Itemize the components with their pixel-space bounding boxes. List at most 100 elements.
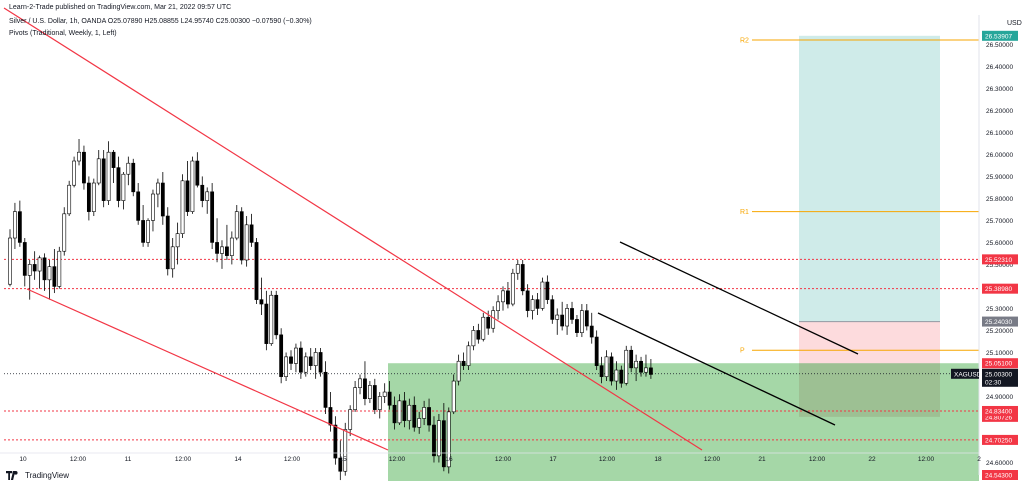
- candle-body: [215, 242, 219, 254]
- candle-body: [575, 319, 579, 333]
- x-tick-label: 17: [549, 456, 557, 463]
- candle-body: [284, 356, 288, 377]
- candle-body: [27, 264, 32, 276]
- price-label-box: [982, 316, 1018, 327]
- candle-body: [126, 162, 131, 175]
- y-tick-label: 25.50000: [986, 262, 1013, 269]
- candle-body: [264, 303, 269, 344]
- candle-body: [313, 352, 318, 366]
- candle-body: [456, 360, 461, 382]
- level-label-box: [982, 434, 1018, 445]
- x-tick-label: 12:00: [495, 456, 512, 463]
- x-tick-label: 12:00: [175, 456, 192, 463]
- candle-body: [141, 220, 146, 243]
- candle-body: [131, 162, 136, 193]
- price-label-box: [982, 411, 1018, 422]
- currency-label: USD: [1007, 20, 1022, 27]
- candle-body: [57, 250, 62, 287]
- candle-body: [353, 387, 358, 410]
- candle-body: [550, 299, 555, 320]
- candle-body: [510, 272, 515, 305]
- price-label-box: [982, 470, 1018, 480]
- candle-body: [476, 330, 481, 340]
- candle-body: [540, 281, 545, 309]
- candle-body: [165, 215, 170, 270]
- candle-body: [363, 378, 367, 399]
- candle-body: [185, 180, 190, 212]
- candle-body: [106, 151, 111, 201]
- candle-body: [432, 424, 436, 457]
- x-tick-label: 12:00: [599, 456, 616, 463]
- candle-body: [328, 407, 333, 426]
- x-tick-label: 22: [868, 456, 876, 463]
- candle-body: [289, 356, 293, 364]
- chart-zones: [388, 35, 979, 481]
- candle-body: [471, 330, 476, 347]
- candle-body: [318, 352, 323, 373]
- support-zone: [388, 363, 979, 481]
- candle-body: [589, 325, 594, 338]
- candle-body: [446, 411, 451, 468]
- candle-body: [17, 211, 22, 243]
- candle-body: [412, 404, 417, 428]
- candle-body: [486, 316, 491, 329]
- candle-body: [506, 290, 510, 305]
- candle-body: [136, 191, 141, 221]
- publisher-caption: Learn-2-Trade published on TradingView.c…: [9, 4, 232, 11]
- x-tick-label: 21: [758, 456, 766, 463]
- time-axis: 10 12:00 11 12:00 14 12:00 15 12:00 16 12:00 17 12:…: [0, 452, 981, 463]
- candle-body: [234, 211, 239, 239]
- y-tick-label: 25.30000: [986, 306, 1013, 313]
- candle-body: [367, 385, 372, 399]
- candle-body: [644, 367, 648, 373]
- candle-body: [170, 246, 175, 270]
- candle-body: [308, 356, 313, 366]
- candle-body: [205, 191, 210, 201]
- candle-body: [229, 237, 234, 256]
- candle-body: [160, 182, 165, 217]
- candle-body: [565, 308, 569, 327]
- x-tick-label: 12:00: [704, 456, 721, 463]
- candle-body: [530, 299, 535, 311]
- candle-body: [37, 257, 42, 272]
- tradingview-icon: [6, 471, 18, 480]
- price-label-text: 26.53907: [985, 33, 1012, 40]
- candle-body: [146, 220, 150, 243]
- candle-body: [175, 233, 180, 248]
- candle-body: [111, 151, 116, 168]
- candle-body: [298, 347, 303, 373]
- candle-body: [348, 409, 353, 430]
- y-tick-label: 26.10000: [986, 130, 1013, 137]
- y-tick-label: 26.00000: [986, 152, 1013, 159]
- x-tick-label: 10: [19, 456, 27, 463]
- current-price-box: [982, 368, 1018, 387]
- candle-body: [515, 264, 520, 274]
- y-tick-label: 25.60000: [986, 240, 1013, 247]
- y-tick-label: 25.20000: [986, 328, 1013, 335]
- candle-body: [220, 246, 224, 254]
- trendlines: [3, 7, 859, 451]
- y-tick-label: 24.60000: [986, 460, 1013, 467]
- price-label-box: [982, 30, 1018, 41]
- x-tick-label: 12:00: [918, 456, 935, 463]
- x-tick-label: 16: [445, 456, 453, 463]
- candle-body: [116, 167, 121, 201]
- candle-body: [338, 457, 343, 472]
- candle-body: [91, 182, 96, 212]
- candle-body: [461, 360, 466, 366]
- candle-body: [545, 281, 550, 300]
- candle-body: [451, 380, 456, 413]
- candle-body: [343, 429, 348, 472]
- candle-body: [82, 151, 86, 184]
- tradingview-logo[interactable]: TradingView: [6, 471, 69, 480]
- y-tick-label: 26.20000: [986, 108, 1013, 115]
- y-tick-label: 24.90000: [986, 394, 1013, 401]
- level-label-box: [982, 254, 1018, 265]
- candle-body: [22, 242, 27, 276]
- candle-body: [249, 224, 254, 243]
- candle-body: [377, 396, 382, 410]
- candle-body: [609, 356, 614, 382]
- horizontal-levels: R2 R1 P: [4, 38, 979, 441]
- x-tick-label: 12:00: [70, 456, 87, 463]
